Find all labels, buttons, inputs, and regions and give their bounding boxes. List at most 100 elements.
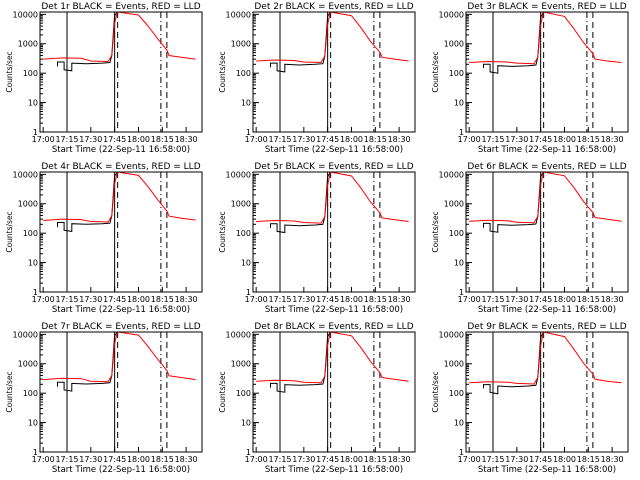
plot-data: [469, 12, 622, 132]
y-tick-label: 1: [459, 448, 464, 457]
x-axis-label: Start Time (22-Sep-11 16:58:00): [478, 465, 616, 475]
x-tick-label: 17:30: [505, 135, 528, 144]
x-tick-label: 17:45: [103, 295, 126, 304]
y-tick-label: 10000: [226, 330, 251, 339]
lld-series-line: [43, 172, 196, 223]
y-tick-label: 10: [241, 419, 251, 428]
plot-frame: [252, 11, 416, 133]
x-tick-label: 18:00: [340, 135, 363, 144]
x-tick-label: 18:00: [127, 295, 150, 304]
detector-panel: Det 6r BLACK = Events, RED = LLD 1 10 100 10…: [431, 162, 629, 315]
plot-frame: [39, 171, 203, 293]
y-tick-label: 1000: [18, 200, 38, 209]
y-axis-label: Counts/sec: [218, 51, 227, 92]
x-tick-label: 18:15: [364, 295, 387, 304]
x-tick-label: 17:15: [55, 295, 78, 304]
x-tick-label: 17:45: [103, 455, 126, 464]
y-tick-label: 10000: [13, 170, 38, 179]
y-tick-label: 1: [33, 288, 38, 297]
x-tick-label: 17:00: [245, 455, 268, 464]
y-tick-label: 10000: [226, 10, 251, 19]
x-tick-label: 17:30: [505, 455, 528, 464]
plot-data: [43, 332, 196, 452]
panel-title: Det 3r BLACK = Events, RED = LLD: [467, 2, 626, 12]
detector-panel: Det 8r BLACK = Events, RED = LLD 1 10 100 10…: [218, 322, 416, 475]
plot-frame: [252, 331, 416, 453]
x-axis-label: Start Time (22-Sep-11 16:58:00): [52, 305, 190, 315]
y-axis-label: Counts/sec: [431, 51, 440, 92]
x-tick-label: 17:45: [529, 295, 552, 304]
y-tick-label: 1000: [231, 200, 251, 209]
x-tick-label: 17:30: [79, 135, 102, 144]
plot-data: [256, 332, 409, 452]
panel-title: Det 4r BLACK = Events, RED = LLD: [41, 162, 200, 172]
x-tick-label: 18:00: [127, 135, 150, 144]
x-tick-label: 18:30: [601, 295, 624, 304]
y-tick-label: 10: [454, 99, 464, 108]
y-axis-label: Counts/sec: [431, 371, 440, 412]
x-tick-label: 18:15: [151, 455, 174, 464]
x-tick-label: 18:15: [364, 455, 387, 464]
y-tick-label: 1000: [231, 360, 251, 369]
y-axis-label: Counts/sec: [218, 211, 227, 252]
detector-panel: Det 9r BLACK = Events, RED = LLD 1 10 100 10…: [431, 322, 629, 475]
x-tick-label: 17:00: [245, 135, 268, 144]
x-axis-label: Start Time (22-Sep-11 16:58:00): [265, 305, 403, 315]
x-tick-label: 17:45: [103, 135, 126, 144]
x-tick-label: 18:15: [577, 295, 600, 304]
y-axis-label: Counts/sec: [5, 51, 14, 92]
y-tick-label: 1000: [444, 200, 464, 209]
y-axis-label: Counts/sec: [5, 211, 14, 252]
y-tick-label: 10000: [13, 330, 38, 339]
x-tick-label: 18:00: [340, 295, 363, 304]
x-tick-label: 17:00: [458, 295, 481, 304]
plot-frame: [465, 331, 629, 453]
detector-panel: Det 4r BLACK = Events, RED = LLD 1 10 100 10…: [5, 162, 203, 315]
panel-title: Det 7r BLACK = Events, RED = LLD: [41, 322, 200, 332]
x-tick-label: 17:30: [292, 135, 315, 144]
detector-panel: Det 1r BLACK = Events, RED = LLD 1 10 100 10…: [5, 2, 203, 155]
plot-data: [43, 12, 196, 132]
detector-panel: Det 7r BLACK = Events, RED = LLD 1 10 100 10…: [5, 322, 203, 475]
y-tick-label: 10000: [439, 10, 464, 19]
lld-series-line: [256, 332, 409, 384]
x-tick-label: 17:15: [268, 455, 291, 464]
x-tick-label: 17:15: [268, 135, 291, 144]
plot-data: [256, 12, 409, 132]
x-tick-label: 17:45: [316, 295, 339, 304]
x-tick-label: 17:45: [316, 455, 339, 464]
x-tick-label: 18:30: [601, 455, 624, 464]
y-tick-label: 1000: [444, 40, 464, 49]
x-tick-label: 17:00: [32, 455, 55, 464]
x-tick-label: 18:00: [340, 455, 363, 464]
x-tick-label: 18:15: [151, 135, 174, 144]
plot-frame: [39, 11, 203, 133]
x-tick-label: 17:15: [268, 295, 291, 304]
y-tick-label: 1000: [231, 40, 251, 49]
lld-series-line: [256, 172, 409, 224]
x-tick-label: 18:30: [175, 455, 198, 464]
y-tick-label: 100: [23, 389, 38, 398]
y-tick-label: 10: [454, 419, 464, 428]
panel-title: Det 6r BLACK = Events, RED = LLD: [467, 162, 626, 172]
detector-panel: Det 2r BLACK = Events, RED = LLD 1 10 100 10…: [218, 2, 416, 155]
y-axis-label: Counts/sec: [5, 371, 14, 412]
panel-title: Det 9r BLACK = Events, RED = LLD: [467, 322, 626, 332]
x-tick-label: 17:45: [529, 135, 552, 144]
x-tick-label: 17:30: [292, 455, 315, 464]
x-tick-label: 17:00: [458, 135, 481, 144]
y-tick-label: 1: [33, 448, 38, 457]
panel-title: Det 2r BLACK = Events, RED = LLD: [254, 2, 413, 12]
y-axis-label: Counts/sec: [431, 211, 440, 252]
y-tick-label: 100: [449, 69, 464, 78]
plot-data: [256, 172, 409, 292]
plot-data: [43, 172, 196, 292]
y-tick-label: 100: [236, 389, 251, 398]
panel-title: Det 1r BLACK = Events, RED = LLD: [41, 2, 200, 12]
y-tick-label: 100: [23, 69, 38, 78]
x-tick-label: 17:00: [32, 135, 55, 144]
y-tick-label: 1: [246, 128, 251, 137]
x-tick-label: 17:15: [481, 135, 504, 144]
x-tick-label: 17:30: [79, 455, 102, 464]
y-tick-label: 100: [23, 229, 38, 238]
